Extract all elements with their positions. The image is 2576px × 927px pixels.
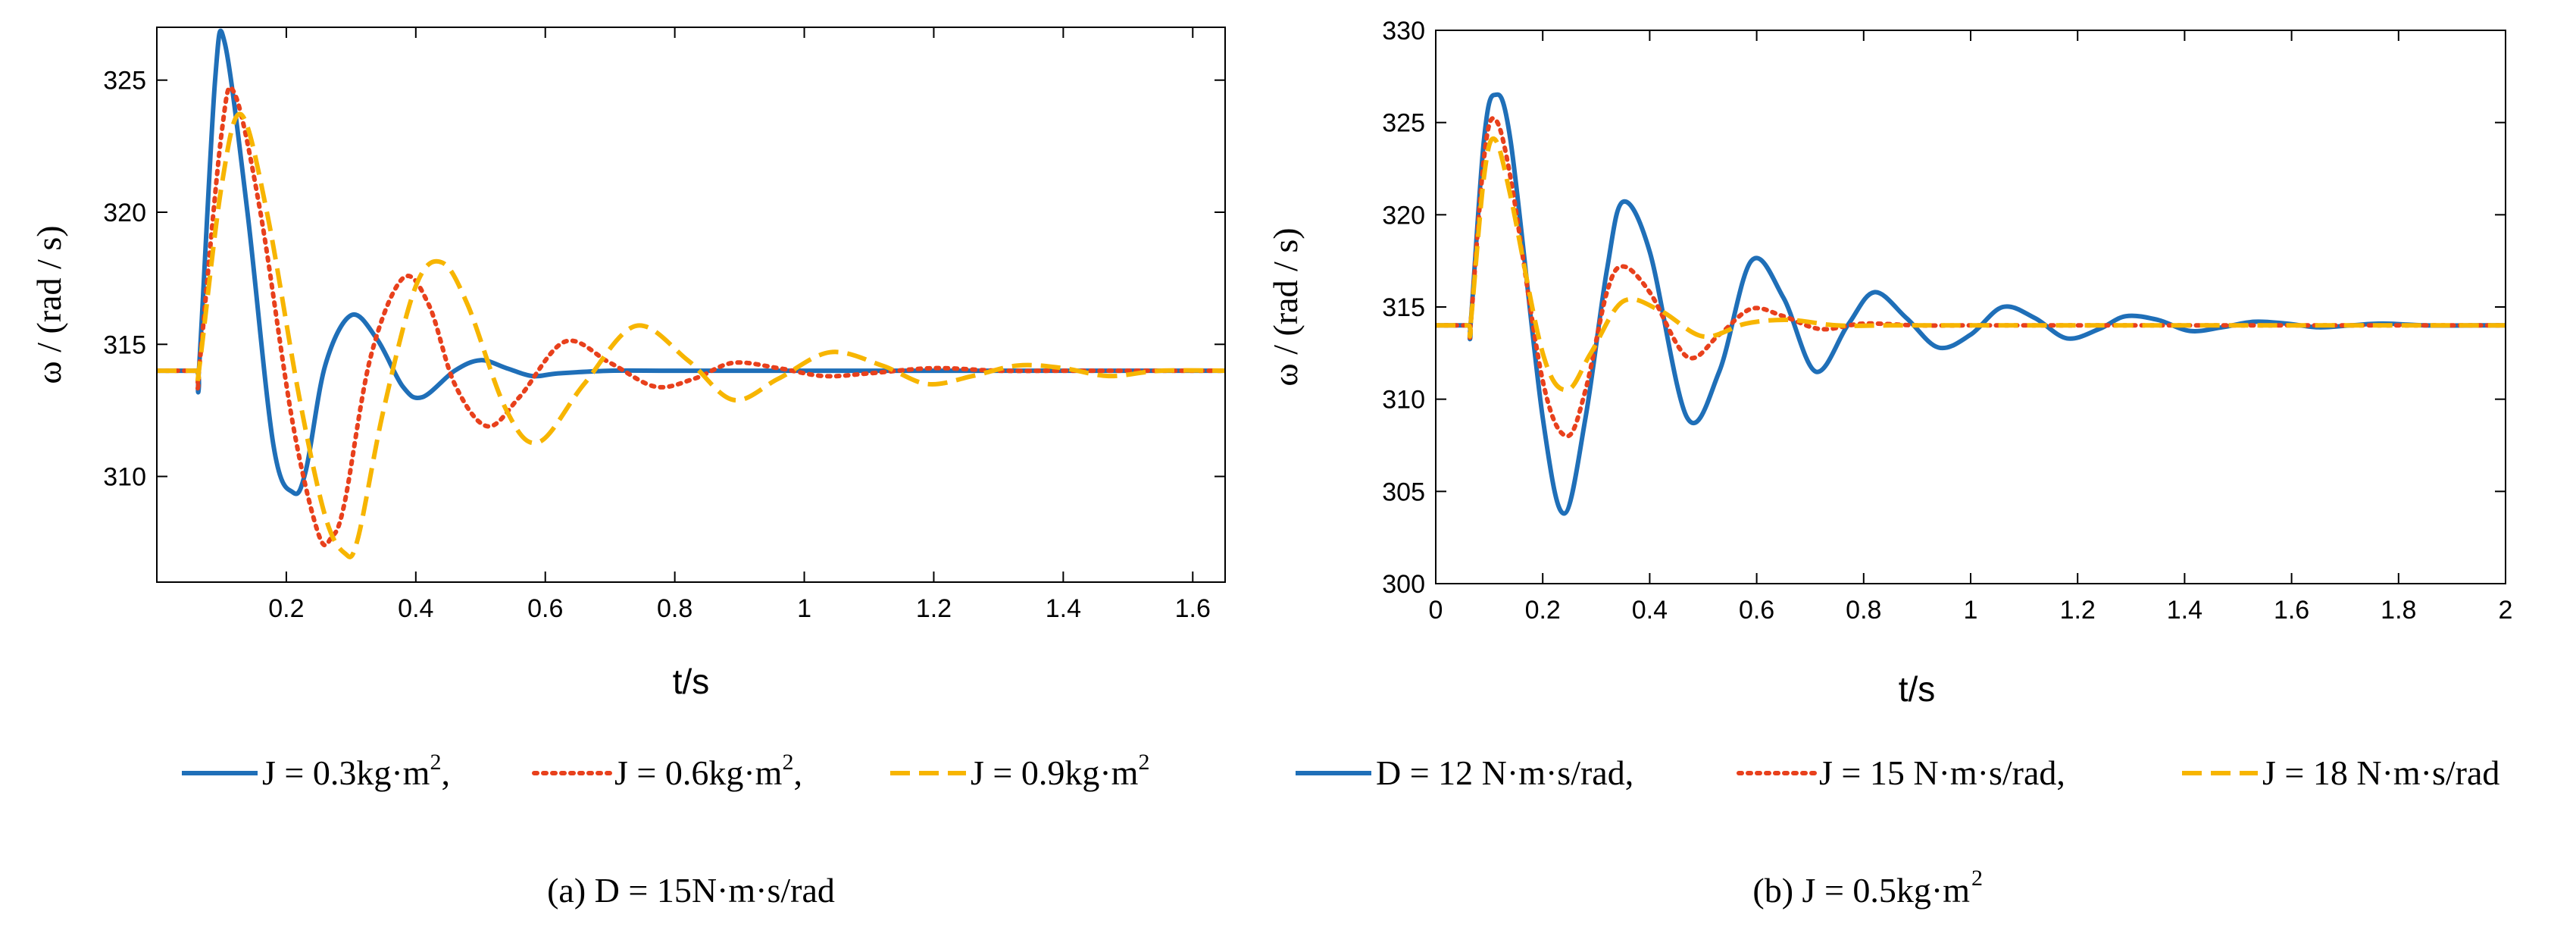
chart-b: 0 0.2 0.4 0.6 0.8 1 1.2 1.4 1.6 1.8 2 300 305 310 315 3… xyxy=(1266,17,2512,910)
chart-b-frame xyxy=(1435,30,2506,584)
chart-a-ytick-label: 320 xyxy=(103,199,146,227)
chart-a-legend-label-3: J = 0.9kg·m2 xyxy=(971,750,1149,792)
chart-a-xtick-label: 0.2 xyxy=(268,594,304,623)
chart-a-legend-label-1: J = 0.3kg·m2, xyxy=(262,750,450,792)
chart-a: 0.2 0.4 0.6 0.8 1 1.2 1.4 1.6 310 315 320 325 t/s ω… xyxy=(30,27,1226,910)
chart-b-xtick-label: 1.8 xyxy=(2381,596,2416,625)
chart-a-xtick-label: 0.8 xyxy=(657,594,692,623)
chart-b-xlabel: t/s xyxy=(1899,669,1936,709)
chart-b-xtick-label: 0.6 xyxy=(1739,596,1774,625)
chart-b-ytick-label: 315 xyxy=(1382,293,1425,322)
chart-a-legend-label-2: J = 0.6kg·m2, xyxy=(614,750,802,792)
chart-b-xtick-label: 1.4 xyxy=(2167,596,2202,625)
chart-b-xtick-label: 1.6 xyxy=(2274,596,2309,625)
chart-a-xtick-label: 0.6 xyxy=(527,594,563,623)
chart-b-xtick-label: 1.2 xyxy=(2060,596,2096,625)
chart-b-xtick-label: 0.8 xyxy=(1846,596,1881,625)
chart-b-xtick-label: 1 xyxy=(1964,596,1978,625)
chart-b-legend-label-1: D = 12 N·m·s/rad, xyxy=(1376,753,1633,792)
chart-a-series-line-3 xyxy=(157,111,1225,559)
chart-b-series-line-2 xyxy=(1436,116,2506,439)
chart-b-legend-label-2: J = 15 N·m·s/rad, xyxy=(1819,753,2065,792)
chart-b-xtick-label: 0 xyxy=(1429,596,1443,625)
chart-a-xtick-label: 1 xyxy=(797,594,811,623)
chart-b-ticks: 0 0.2 0.4 0.6 0.8 1 1.2 1.4 1.6 1.8 2 300 305 310 315 3… xyxy=(1382,17,2512,625)
chart-a-xtick-label: 1.2 xyxy=(916,594,952,623)
chart-b-ytick-label: 300 xyxy=(1382,570,1425,599)
chart-b-xtick-label: 2 xyxy=(2499,596,2513,625)
chart-a-ytick-label: 325 xyxy=(103,67,146,96)
chart-a-frame xyxy=(156,27,1226,583)
chart-b-legend: D = 12 N·m·s/rad, J = 15 N·m·s/rad, J = 18… xyxy=(1296,753,2499,792)
chart-a-legend: J = 0.3kg·m2, J = 0.6kg·m2, J = 0.9kg·m2 xyxy=(182,750,1149,792)
chart-b-series xyxy=(1436,92,2506,516)
chart-a-series-line-2 xyxy=(157,85,1225,548)
chart-a-ytick-label: 310 xyxy=(103,463,146,492)
chart-a-ytick-label: 315 xyxy=(103,330,146,359)
chart-b-caption: (b) J = 0.5kg·m xyxy=(1752,871,1970,910)
chart-b-ytick-label: 305 xyxy=(1382,478,1425,506)
chart-a-ticks: 0.2 0.4 0.6 0.8 1 1.2 1.4 1.6 310 315 320 325 xyxy=(103,27,1225,623)
chart-a-series-line-1 xyxy=(157,28,1225,496)
chart-a-xtick-label: 1.4 xyxy=(1046,594,1081,623)
chart-b-ytick-label: 310 xyxy=(1382,386,1425,415)
chart-a-xtick-label: 1.6 xyxy=(1175,594,1211,623)
chart-a-xtick-label: 0.4 xyxy=(398,594,433,623)
chart-a-caption: (a) D = 15N·m·s/rad xyxy=(547,871,835,910)
chart-b-legend-label-3: J = 18 N·m·s/rad xyxy=(2262,753,2499,792)
chart-b-ytick-label: 330 xyxy=(1382,17,1425,45)
chart-a-ylabel: ω / (rad / s) xyxy=(30,225,68,384)
chart-b-caption-superscript: 2 xyxy=(1971,866,1983,891)
chart-b-xtick-label: 0.2 xyxy=(1525,596,1561,625)
chart-a-xlabel: t/s xyxy=(673,662,710,701)
chart-b-series-line-3 xyxy=(1436,136,2506,393)
chart-b-series-line-1 xyxy=(1436,92,2506,516)
chart-a-series xyxy=(157,28,1225,559)
chart-b-ytick-label: 325 xyxy=(1382,109,1425,138)
chart-b-xtick-label: 0.4 xyxy=(1632,596,1668,625)
chart-b-ytick-label: 320 xyxy=(1382,201,1425,230)
chart-b-ylabel: ω / (rad / s) xyxy=(1266,227,1305,386)
